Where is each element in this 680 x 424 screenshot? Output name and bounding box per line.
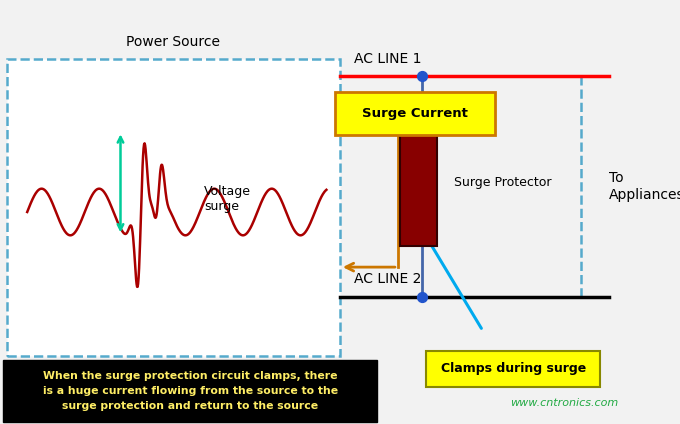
Text: Surge Protector: Surge Protector [454,176,551,189]
Text: AC LINE 1: AC LINE 1 [354,52,421,66]
Bar [400,119,437,246]
FancyBboxPatch shape [3,360,377,422]
Text: When the surge protection circuit clamps, there
is a huge current flowing from t: When the surge protection circuit clamps… [43,371,338,411]
Text: www.cntronics.com: www.cntronics.com [510,398,619,408]
Text: AC LINE 2: AC LINE 2 [354,272,421,286]
Point [416,293,427,300]
Point [416,73,427,80]
FancyBboxPatch shape [7,59,340,356]
Text: To
Appliances: To Appliances [609,171,680,202]
Text: Voltage
surge: Voltage surge [204,185,251,213]
Text: Clamps during surge: Clamps during surge [441,363,586,375]
FancyBboxPatch shape [335,92,495,135]
Text: Surge Current: Surge Current [362,107,468,120]
Text: Power Source: Power Source [126,35,220,49]
FancyBboxPatch shape [426,351,600,387]
